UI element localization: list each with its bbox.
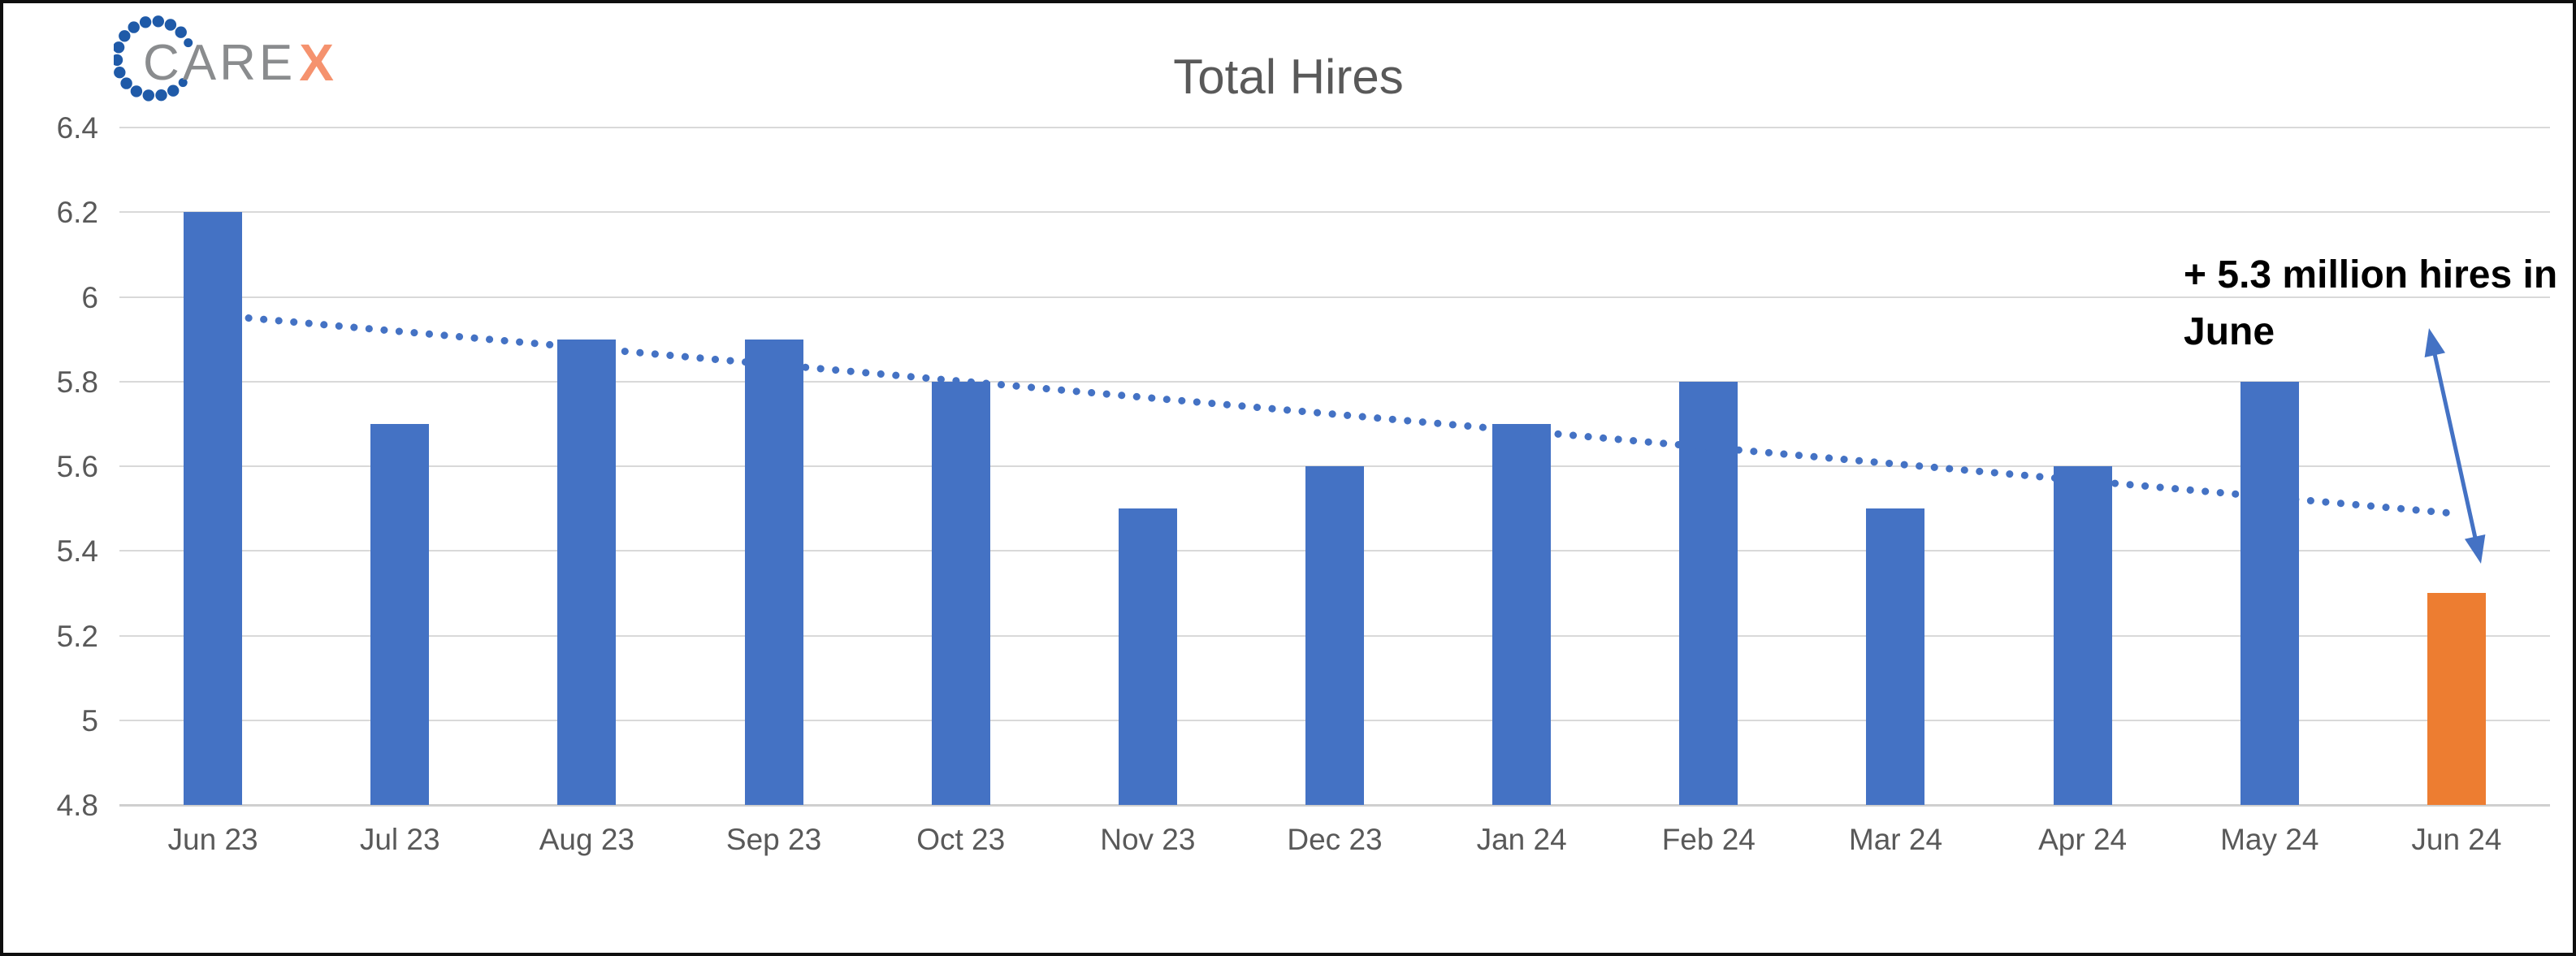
logo-dot [164,19,177,31]
bar-oct-23 [931,381,990,805]
y-tick-label-6.2: 6.2 [56,196,98,230]
carex-logo: CAREX [110,11,406,117]
gridline-4.8 [119,804,2550,807]
gridline-6.4 [119,127,2550,128]
x-tick-label-oct-23: Oct 23 [916,823,1006,856]
logo-text-x: X [299,33,337,92]
logo-dot [128,21,140,33]
x-tick-label-aug-23: Aug 23 [539,823,635,856]
gridline-6.2 [119,211,2550,214]
bar-sep-23 [744,339,803,805]
bar-aug-23 [557,339,617,805]
logo-dot [112,41,125,54]
chart-title: Total Hires [1173,50,1404,104]
bar-dec-23 [1305,466,1364,805]
y-tick-label-5.8: 5.8 [56,365,98,399]
y-tick-label-4.8: 4.8 [56,789,98,822]
x-tick-label-dec-23: Dec 23 [1287,823,1383,856]
logo-dot [139,16,152,28]
bar-apr-24 [2053,466,2112,805]
y-tick-label-5.6: 5.6 [56,450,98,483]
annotation-line-1: + 5.3 million hires in [2184,253,2558,296]
logo-dot [130,85,143,97]
logo-dot [184,38,193,48]
logo-dot [152,15,164,28]
gridline-6 [119,296,2550,298]
bar-feb-24 [1679,381,1738,805]
x-tick-label-apr-24: Apr 24 [2038,823,2128,856]
logo-dot [114,67,126,79]
x-tick-label-jan-24: Jan 24 [1476,823,1567,856]
y-tick-label-5.4: 5.4 [56,534,98,569]
logo-dot [119,30,131,42]
logo-dot-arc [110,15,193,102]
x-tick-label-nov-23: Nov 23 [1100,823,1196,856]
logo-dot [167,84,180,97]
bar-jan-24 [1492,423,1552,805]
x-tick-label-jun-24: Jun 24 [2411,823,2502,856]
logo-dot [142,89,154,102]
bar-may-24 [2240,381,2299,805]
logo-text: CAREX [143,33,337,92]
x-tick-label-feb-24: Feb 24 [1661,823,1756,856]
carex-logo-graphic: CAREX [110,15,337,102]
logo-dot [175,26,187,38]
y-tick-label-5: 5 [81,703,98,738]
annotation-callout: + 5.3 million hires in June [2184,247,2557,361]
y-tick-label-5.2: 5.2 [56,619,98,653]
y-tick-label-6: 6 [81,280,98,314]
x-tick-label-may-24: May 24 [2220,823,2319,856]
plot-area: 6.4 6.2 6 5.8 5.6 5.4 5.2 5 4.8 Jun 23 Jul 23 Aug … [57,113,2550,856]
bar-jun-24 [2427,593,2486,805]
x-tick-label-mar-24: Mar 24 [1848,823,1943,856]
x-tick-label-sep-23: Sep 23 [725,823,822,856]
bar-jun-23 [184,212,243,805]
logo-dot [120,77,132,89]
annotation-line-2: June [2184,310,2275,353]
bar-jul-23 [370,423,430,805]
gridline-5.8 [119,380,2550,383]
x-tick-label-jun-23: Jun 23 [167,823,258,856]
bar-nov-23 [1118,508,1177,805]
x-tick-label-jul-23: Jul 23 [359,823,440,856]
logo-dot [178,78,188,88]
y-tick-label-6.4: 6.4 [56,111,98,145]
logo-dot [110,54,123,67]
logo-text-care: CARE [143,35,296,91]
bar-mar-24 [1866,508,1925,805]
logo-dot [155,89,167,102]
